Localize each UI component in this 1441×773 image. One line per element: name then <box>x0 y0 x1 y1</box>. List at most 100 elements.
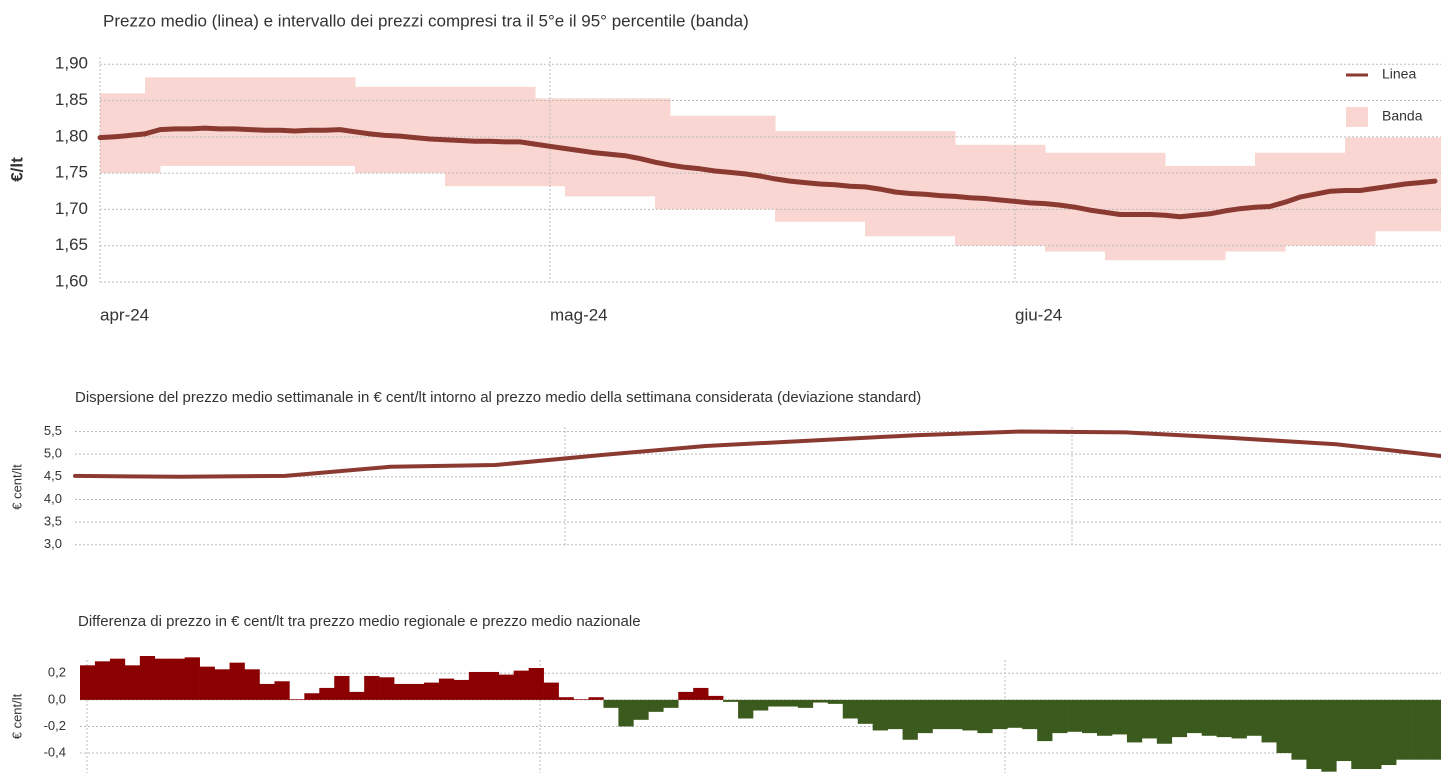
bar <box>1171 699 1188 738</box>
band <box>430 86 446 174</box>
y-tick-label: -0,2 <box>44 718 66 733</box>
band <box>1150 152 1166 261</box>
bar <box>1231 699 1247 739</box>
bar <box>1082 699 1098 734</box>
bar <box>573 699 589 700</box>
y-tick-label: 0,0 <box>48 691 66 706</box>
bar <box>767 699 784 707</box>
bar <box>678 691 694 700</box>
bar <box>842 699 859 719</box>
band <box>340 77 356 166</box>
band <box>1060 152 1076 252</box>
y-tick-label: 1,65 <box>55 235 88 254</box>
bar <box>453 679 470 700</box>
band <box>1015 144 1031 246</box>
band <box>265 77 281 166</box>
band <box>370 86 386 174</box>
bar <box>1291 699 1307 760</box>
bar <box>1396 699 1412 760</box>
y-tick-label: 4,0 <box>44 491 62 506</box>
bar <box>782 699 799 707</box>
bar <box>409 683 425 700</box>
bar <box>1336 699 1352 762</box>
band <box>730 115 746 210</box>
band <box>1420 137 1436 232</box>
bar <box>334 675 350 700</box>
band <box>1375 137 1391 232</box>
bar <box>94 661 111 700</box>
band <box>835 131 851 222</box>
bar <box>992 699 1008 730</box>
bar <box>124 665 141 700</box>
bar <box>1381 699 1397 766</box>
bar <box>663 699 679 708</box>
bar <box>214 669 230 700</box>
bar <box>797 699 814 708</box>
bar <box>558 697 574 700</box>
bar <box>1141 699 1158 739</box>
band <box>745 115 761 210</box>
bar <box>1186 699 1203 734</box>
bar <box>289 699 305 700</box>
bar <box>1321 699 1337 772</box>
bar <box>438 678 455 700</box>
bar <box>1201 699 1217 736</box>
bar <box>977 699 993 734</box>
y-tick-label: 1,90 <box>55 54 88 73</box>
band <box>970 144 986 246</box>
band <box>190 77 206 166</box>
band <box>760 115 776 210</box>
bar <box>1366 699 1382 770</box>
bar <box>1276 699 1292 754</box>
bar <box>1351 699 1367 770</box>
bar <box>394 683 410 700</box>
band <box>925 131 941 237</box>
bar <box>1246 699 1262 736</box>
bar <box>259 683 275 700</box>
bar <box>618 699 634 727</box>
band <box>520 86 536 187</box>
x-tick-label: giu-24 <box>1015 305 1062 324</box>
line <box>97 125 1438 220</box>
band <box>385 86 401 174</box>
band <box>175 77 191 166</box>
band <box>790 131 806 222</box>
legend: Linea Banda <box>1346 66 1423 127</box>
bar <box>423 682 440 700</box>
legend-swatch <box>1346 107 1368 127</box>
band <box>895 131 911 237</box>
bar <box>1156 699 1173 744</box>
band <box>1315 152 1331 246</box>
band <box>115 93 131 174</box>
band <box>1165 165 1181 261</box>
y-tick-label: 3,5 <box>44 514 62 529</box>
bar <box>169 658 185 700</box>
chart-title: Prezzo medio (linea) e intervallo dei pr… <box>103 11 749 30</box>
line <box>73 429 1441 479</box>
bar <box>184 657 200 700</box>
bar <box>80 665 96 700</box>
band <box>805 131 821 222</box>
legend-label: Banda <box>1382 108 1423 124</box>
band <box>355 86 371 174</box>
bar <box>199 666 215 700</box>
y-tick-label: 0,2 <box>48 665 66 680</box>
band <box>415 86 431 174</box>
bar <box>1261 699 1277 743</box>
band <box>1075 152 1091 252</box>
band <box>1030 144 1046 246</box>
y-tick-label: 1,75 <box>55 163 88 182</box>
bar <box>738 699 754 719</box>
bar <box>349 691 365 700</box>
band <box>310 77 326 166</box>
band <box>475 86 491 187</box>
bar <box>872 699 888 731</box>
bar <box>723 699 739 702</box>
bar <box>274 681 290 700</box>
bar <box>1426 699 1441 760</box>
bar <box>1411 699 1427 760</box>
bar <box>603 699 619 708</box>
x-tick-label: mag-24 <box>550 305 608 324</box>
bar <box>693 687 709 700</box>
bar <box>319 687 335 700</box>
